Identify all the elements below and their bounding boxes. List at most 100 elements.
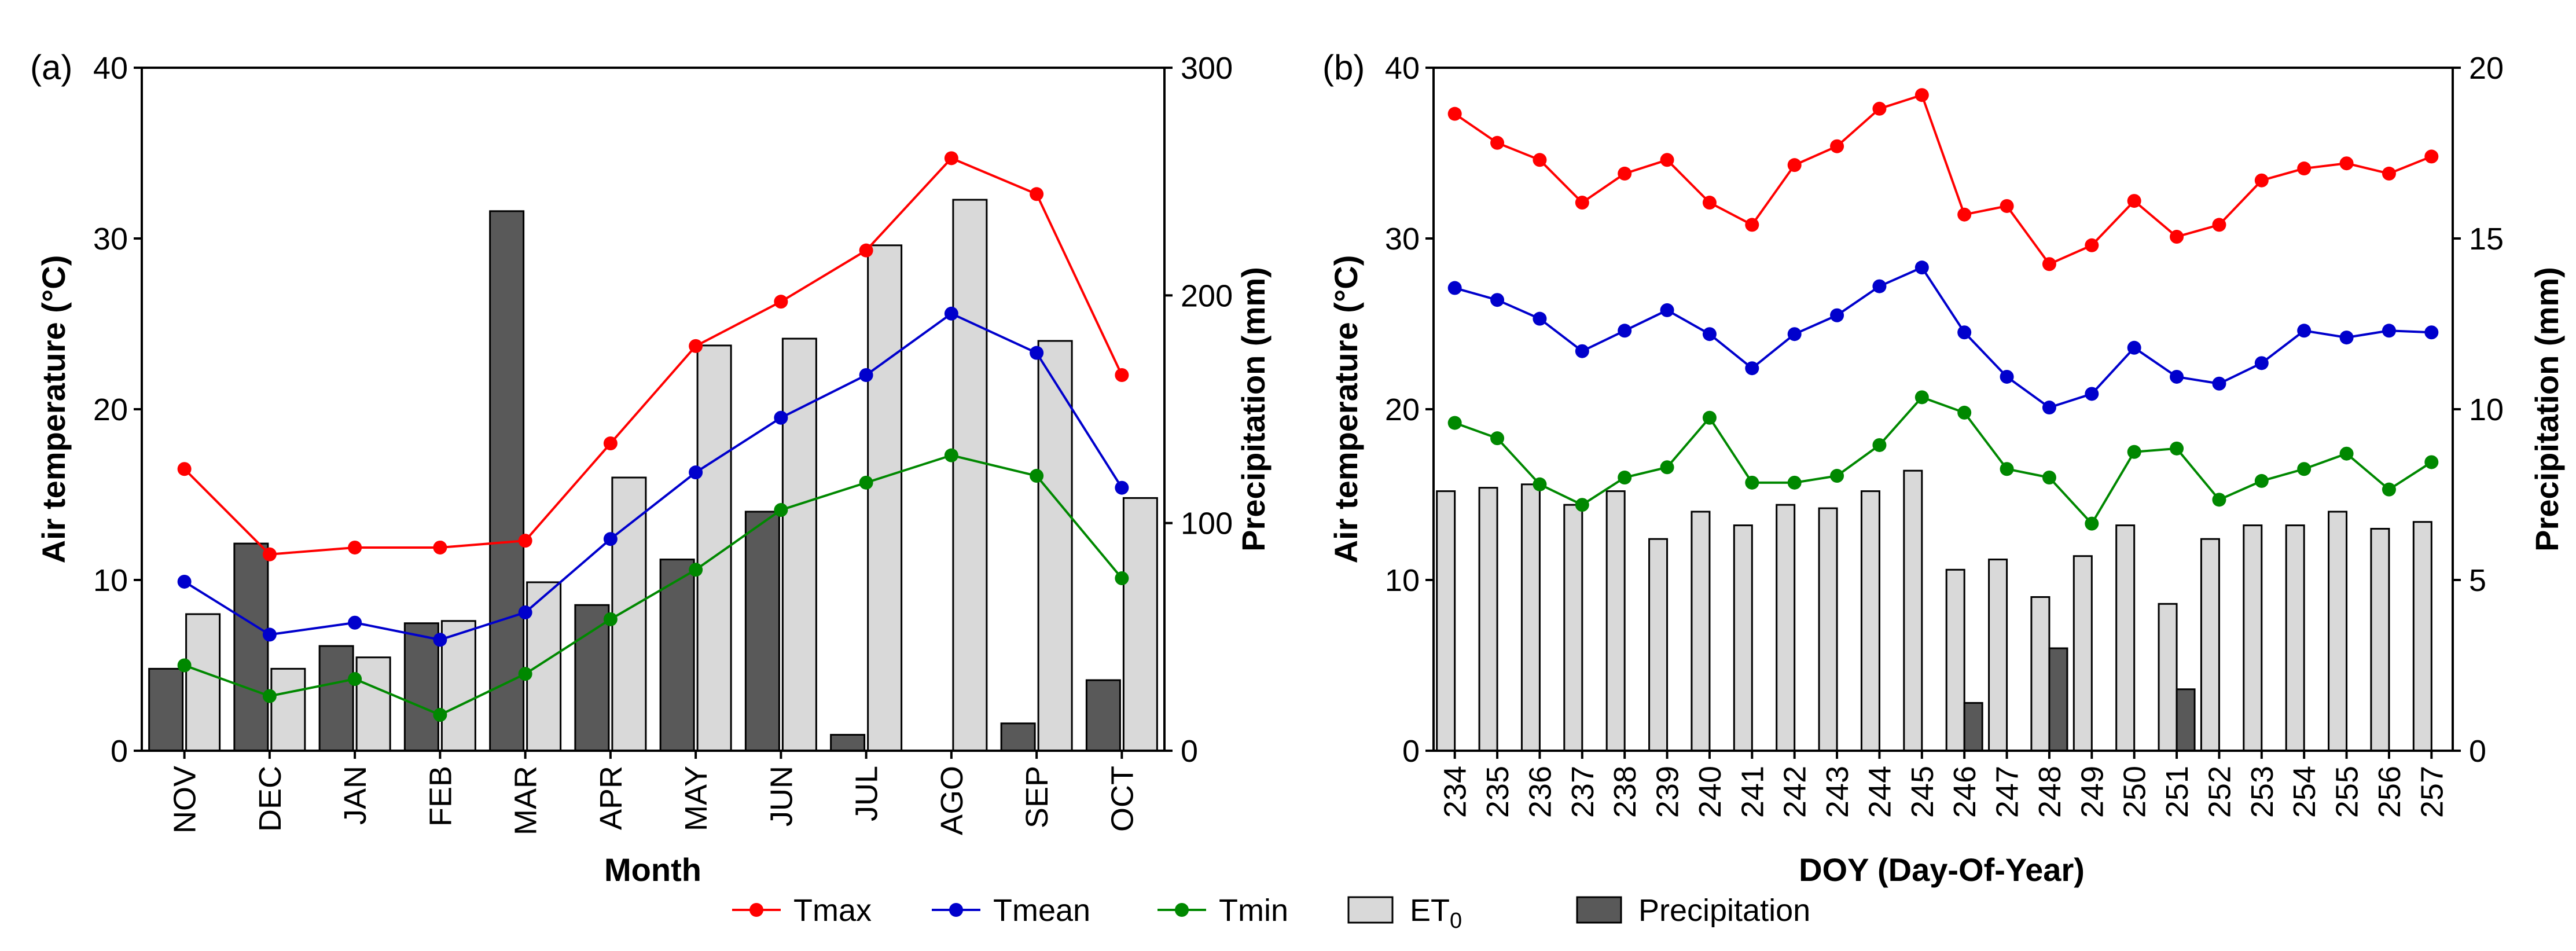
point-tmin-250 [2127,445,2141,459]
point-tmax-dec [262,547,277,561]
bar-et0-oct [1122,497,1158,752]
bar-et0-252 [2200,538,2220,752]
left-y-tick-label: 0 [1402,734,1420,769]
x-tick-label-247: 247 [1990,766,2025,818]
point-tmin-243 [1830,469,1844,483]
point-tmax-feb [433,540,447,555]
point-tmin-apr [603,612,618,626]
point-tmin-238 [1618,471,1632,484]
panel-label: (b) [1322,48,1365,87]
point-tmean-241 [1745,361,1759,376]
bar-et0-241 [1733,524,1753,752]
bar-et0-253 [2243,524,2263,752]
bar-et0-nov [185,613,221,752]
line-tmin [1454,396,2432,526]
point-tmean-mar [518,605,532,620]
point-tmin-247 [2000,462,2014,476]
x-tick-label-257: 257 [2415,766,2449,818]
bar-precipitation-248 [2048,647,2068,752]
right-y-tick-label: 20 [2469,51,2504,86]
x-tick-label-249: 249 [2075,766,2110,818]
x-tick-label-235: 235 [1480,766,1515,818]
bar-et0-256 [2370,528,2390,752]
bar-et0-234 [1436,490,1456,752]
point-tmax-255 [2339,156,2354,171]
point-tmin-241 [1745,475,1759,490]
x-axis-label: DOY (Day-Of-Year) [1799,851,2085,888]
bar-et0-245 [1903,469,1923,752]
right-y-tick-label: 15 [2469,222,2504,256]
point-tmean-234 [1447,281,1462,295]
left-y-tick-label: 40 [1385,51,1420,86]
x-tick-label-jan: JAN [338,766,373,825]
bar-precipitation-mar [489,210,525,752]
line-tmax [1454,93,2432,266]
line-tmean [183,312,1123,641]
point-tmax-242 [1787,158,1802,172]
bar-et0-240 [1691,511,1711,752]
right-y-tick-label: 300 [1181,51,1233,86]
point-tmin-236 [1533,477,1547,491]
x-tick-label-may: MAY [679,766,714,831]
x-tick-label-239: 239 [1651,766,1685,818]
point-tmin-nov [177,658,192,673]
point-tmean-nov [177,574,192,589]
point-tmin-255 [2339,446,2354,461]
point-tmax-may [689,339,703,353]
point-tmin-249 [2085,516,2099,531]
point-tmean-apr [603,532,618,546]
point-tmax-254 [2297,161,2312,176]
legend: Tmax Tmean Tmin ET0 Precipitation [732,893,1810,933]
point-tmax-246 [1957,207,1972,222]
point-tmean-244 [1872,279,1887,293]
point-tmin-256 [2382,482,2396,497]
point-tmean-247 [2000,369,2014,384]
right-y-tick-label: 10 [2469,392,2504,427]
left-y-tick-label: 30 [93,222,128,256]
point-tmean-oct [1115,480,1129,495]
bar-precipitation-251 [2176,688,2196,752]
left-y-tick-label: 0 [111,734,128,769]
x-tick-label-256: 256 [2372,766,2407,818]
point-tmax-apr [603,436,618,450]
point-tmean-245 [1914,260,1929,275]
point-tmax-247 [2000,199,2014,213]
bar-et0-239 [1648,538,1669,752]
point-tmax-252 [2212,218,2226,232]
x-tick-label-sep: SEP [1020,766,1054,828]
bar-et0-jul [867,244,903,752]
bar-et0-247 [1988,559,2008,752]
bar-et0-257 [2412,521,2432,752]
bar-precipitation-dec [233,542,269,752]
line-tmin [183,454,1123,717]
point-tmax-257 [2424,149,2439,164]
point-tmean-jul [859,368,873,382]
panel-a-month-chart: 0 10 20 30 40 0 100 200 300 NOV DEC JAN FEB MAR APR MAY… [30,48,1272,888]
point-tmean-feb [433,633,447,647]
point-tmax-jun [774,295,788,309]
legend-item-precipitation-text: Precipitation [1638,893,1810,928]
point-tmax-mar [518,534,532,548]
y-axis-label-right: Precipitation (mm) [2529,267,2565,552]
point-tmean-246 [1957,325,1972,340]
point-tmin-ago [944,448,958,462]
right-y-tick-label: 0 [1181,734,1198,769]
point-tmean-253 [2254,356,2269,370]
point-tmean-254 [2297,324,2312,338]
point-tmax-nov [177,462,192,476]
bar-precipitation-apr [574,604,610,752]
x-tick-label-apr: APR [594,766,629,830]
point-tmax-235 [1490,135,1505,150]
point-tmin-oct [1115,571,1129,586]
right-y-tick-label: 100 [1181,506,1233,541]
legend-item-et0-label: ET0 [1410,893,1462,933]
point-tmean-240 [1702,327,1717,342]
x-tick-label-243: 243 [1820,766,1855,818]
point-tmin-252 [2212,493,2226,507]
bar-et0-243 [1818,507,1838,752]
right-y-tick-label: 200 [1181,278,1233,313]
point-tmax-237 [1575,196,1589,210]
point-tmax-238 [1618,166,1632,181]
bar-precipitation-sep [1000,722,1036,752]
